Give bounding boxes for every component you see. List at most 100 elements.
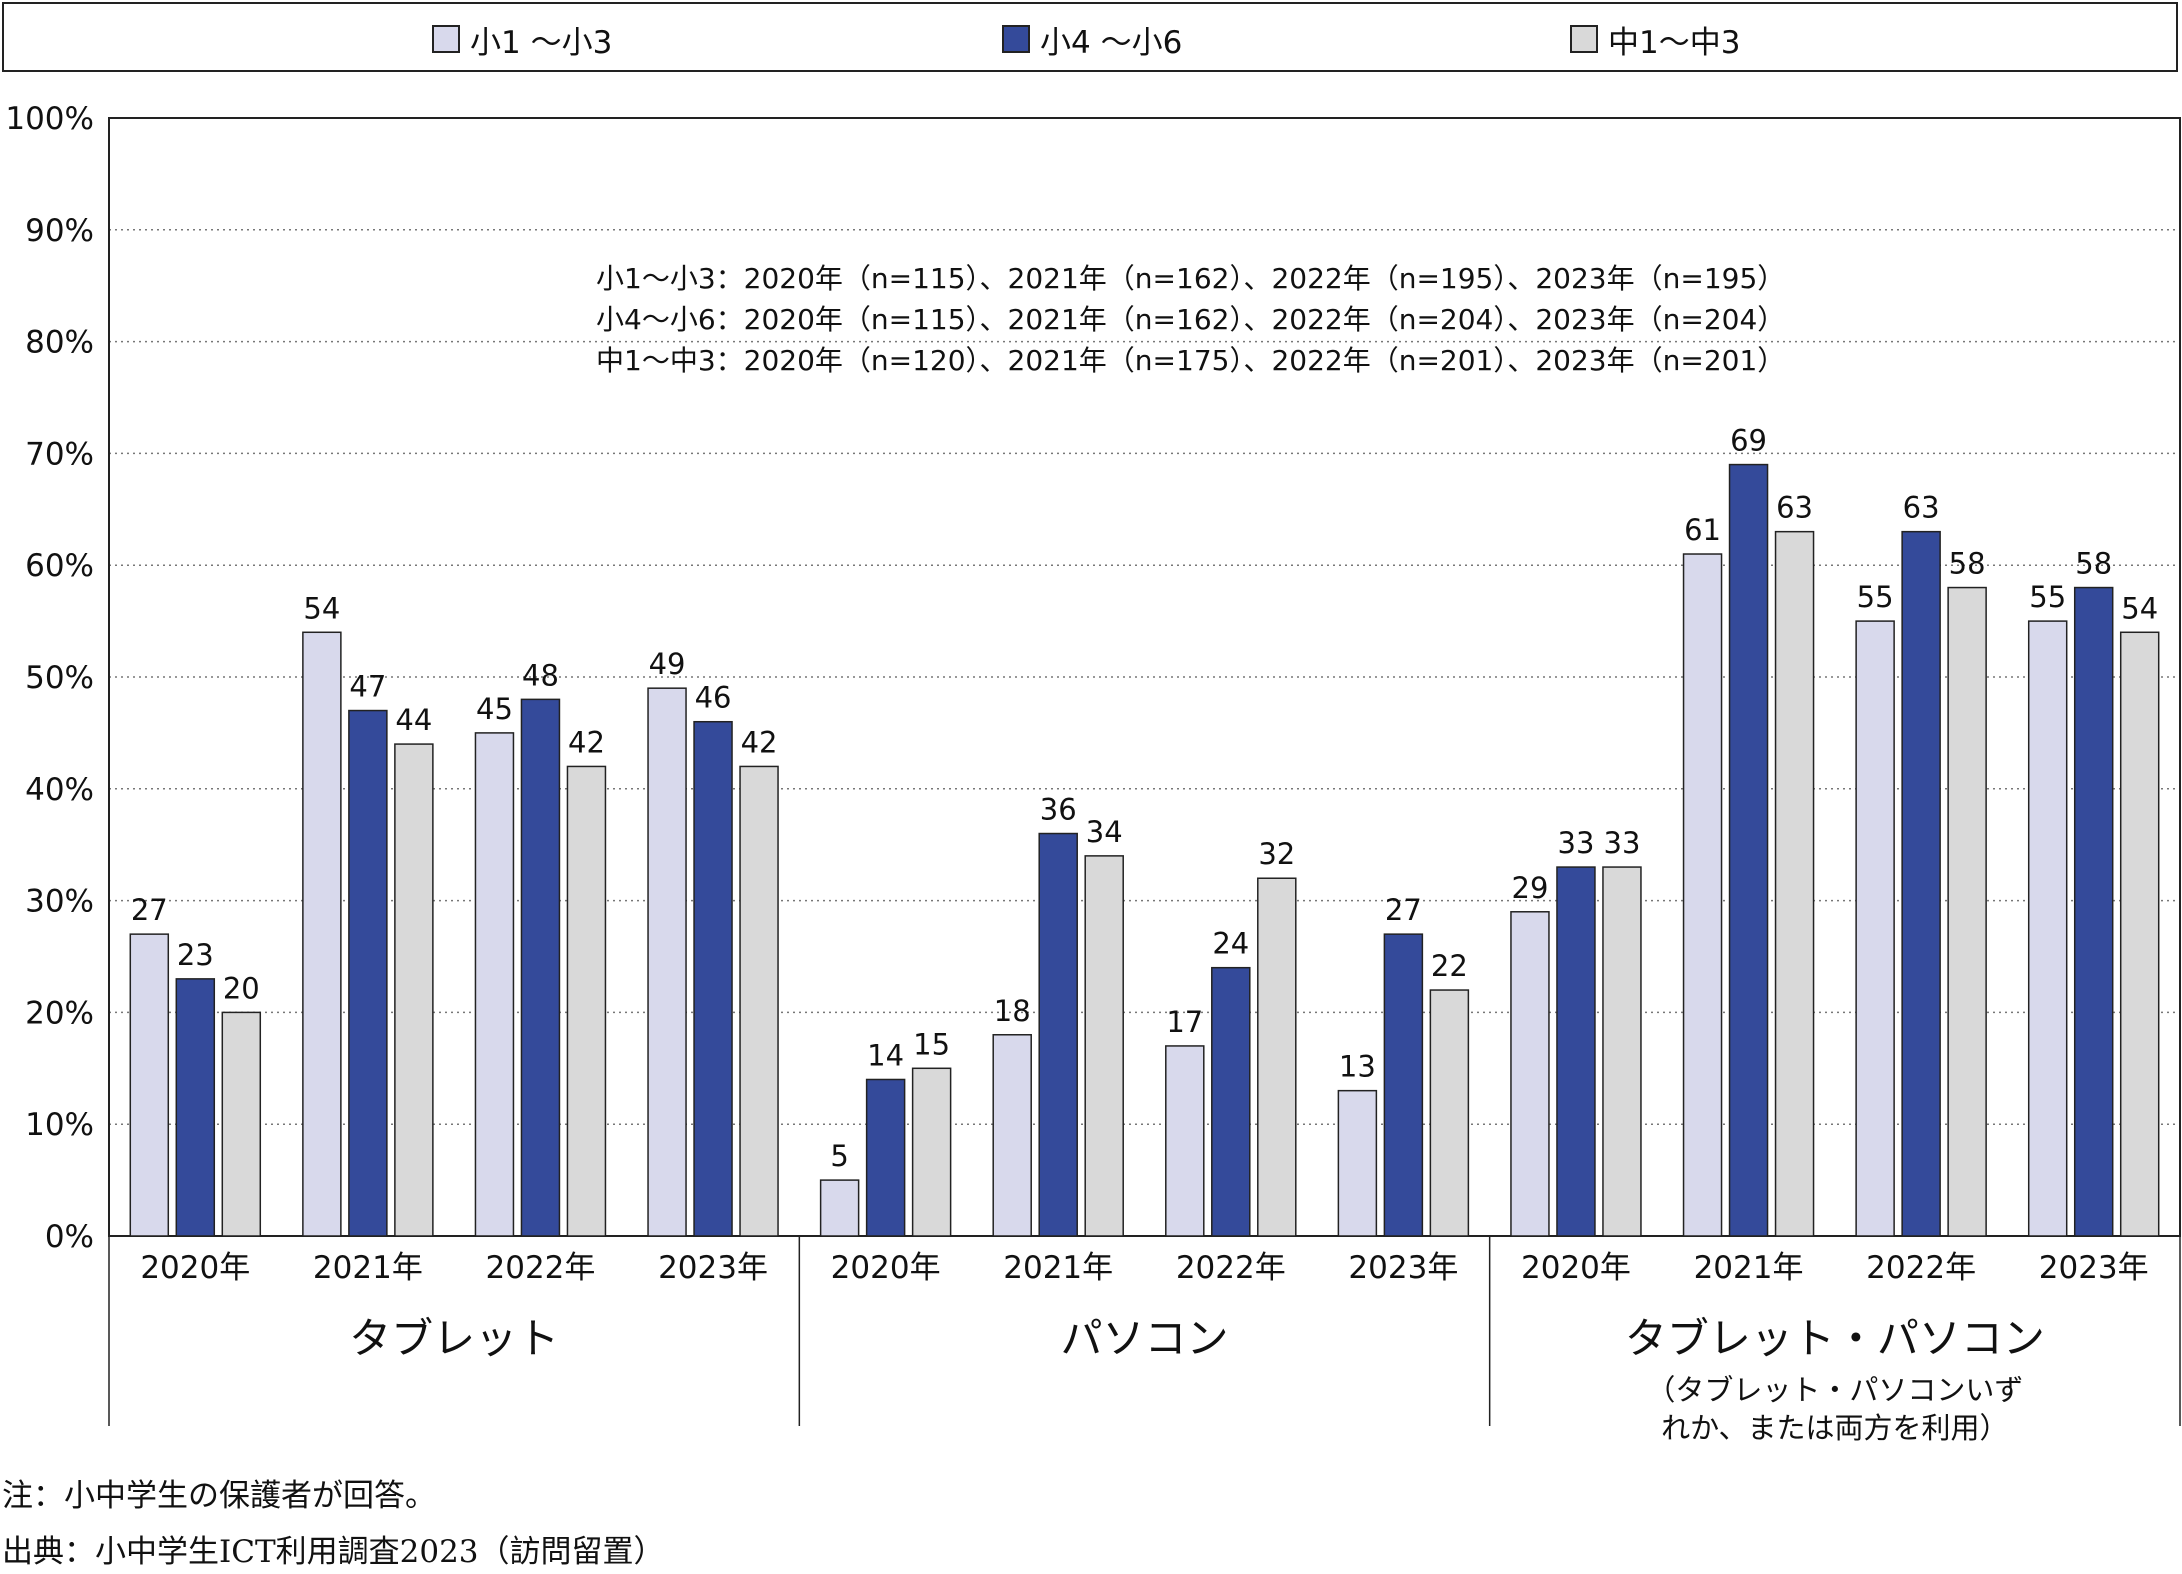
bar <box>2027 620 2068 1237</box>
bar <box>1901 530 1941 1237</box>
x-tick-label: 2023年 <box>1348 1250 1458 1286</box>
data-label: 54 <box>303 591 340 625</box>
bar <box>1165 1045 1205 1237</box>
data-label: 33 <box>1604 826 1641 860</box>
bar <box>865 1078 906 1237</box>
bar <box>1211 966 1251 1237</box>
bar <box>647 687 687 1237</box>
data-label: 29 <box>1512 871 1549 905</box>
data-label: 32 <box>1258 837 1295 871</box>
bar <box>221 1011 262 1237</box>
group-label: パソコン <box>1060 1314 1228 1363</box>
bar <box>2073 586 2114 1237</box>
bar <box>1084 855 1124 1237</box>
data-label: 14 <box>867 1038 904 1072</box>
x-tick-label: 2020年 <box>831 1250 941 1286</box>
y-tick-label: 100% <box>5 101 94 137</box>
data-label: 58 <box>2075 547 2112 581</box>
bar <box>1947 586 1987 1237</box>
x-tick-label: 2021年 <box>313 1250 423 1286</box>
x-tick-label: 2022年 <box>486 1250 596 1286</box>
data-label: 49 <box>649 647 686 681</box>
data-label: 55 <box>2029 580 2066 614</box>
data-label: 5 <box>830 1139 848 1173</box>
bar <box>129 933 170 1237</box>
bar <box>1383 933 1424 1237</box>
bar <box>566 765 607 1237</box>
group-label: タブレット・パソコン <box>1625 1314 2045 1363</box>
data-label: 46 <box>695 681 732 715</box>
bar <box>2119 631 2160 1237</box>
data-label: 20 <box>223 971 260 1005</box>
legend-item-grade1-3: 小1 ～小3 <box>432 22 612 61</box>
x-tick-label: 2021年 <box>1694 1250 1804 1286</box>
bar <box>819 1179 860 1237</box>
bar <box>1429 989 1470 1237</box>
data-label: 45 <box>476 692 513 726</box>
data-label: 15 <box>913 1027 950 1061</box>
sample-size-annotation: 中1～中3：2020年（n=120）、2021年（n=175）、2022年（n=… <box>596 344 1785 377</box>
y-tick-label: 90% <box>25 213 94 249</box>
legend-label-grade1-3: 小1 ～小3 <box>470 24 613 61</box>
legend-item-junior-high: 中1～中3 <box>1570 22 1740 61</box>
bar <box>1510 911 1550 1237</box>
plot-area <box>108 117 2181 1237</box>
bar <box>693 720 733 1237</box>
bar <box>739 765 779 1237</box>
group-label: タブレット <box>349 1314 559 1363</box>
data-label: 48 <box>522 658 559 692</box>
data-label: 27 <box>131 893 168 927</box>
y-tick-label: 60% <box>25 548 94 584</box>
bar <box>1774 530 1815 1237</box>
y-tick-label: 80% <box>25 325 94 361</box>
y-tick-label: 30% <box>25 884 94 920</box>
y-tick-label: 50% <box>25 660 94 696</box>
x-tick-label: 2020年 <box>140 1250 250 1286</box>
data-label: 54 <box>2121 591 2158 625</box>
bar <box>992 1034 1032 1237</box>
legend-label-grade4-6: 小4 ～小6 <box>1040 24 1183 61</box>
y-tick-label: 0% <box>45 1219 94 1255</box>
footnote: 注：小中学生の保護者が回答。 <box>2 1478 436 1514</box>
legend-swatch-grade4-6 <box>1002 25 1030 53</box>
x-tick-label: 2022年 <box>1866 1250 1976 1286</box>
data-label: 13 <box>1339 1050 1376 1084</box>
source-note: 出典：小中学生ICT利用調査2023（訪問留置） <box>2 1534 665 1570</box>
bar <box>1038 832 1078 1237</box>
bar <box>520 698 561 1237</box>
bar <box>1682 553 1723 1237</box>
data-label: 42 <box>568 725 605 759</box>
data-label: 42 <box>741 725 778 759</box>
sample-size-annotation: 小1～小3：2020年（n=115）、2021年（n=162）、2022年（n=… <box>596 262 1785 295</box>
bar <box>175 978 216 1237</box>
bar <box>911 1067 952 1237</box>
bar <box>348 709 388 1237</box>
bar <box>1602 866 1642 1237</box>
data-label: 47 <box>349 670 386 704</box>
legend-label-junior-high: 中1～中3 <box>1608 24 1741 61</box>
data-label: 58 <box>1949 547 1986 581</box>
data-label: 63 <box>1776 491 1813 525</box>
bar <box>394 743 434 1237</box>
data-label: 61 <box>1684 513 1721 547</box>
y-tick-label: 40% <box>25 772 94 808</box>
bar <box>1556 866 1596 1237</box>
legend-item-grade4-6: 小4 ～小6 <box>1002 22 1182 61</box>
data-label: 23 <box>177 938 214 972</box>
group-subtitle: れか、または両方を利用） <box>1661 1411 2008 1445</box>
data-label: 18 <box>994 994 1031 1028</box>
y-tick-label: 20% <box>25 995 94 1031</box>
bar <box>1257 877 1297 1237</box>
sample-size-annotation: 小4～小6：2020年（n=115）、2021年（n=162）、2022年（n=… <box>596 303 1785 336</box>
bar <box>1855 620 1895 1237</box>
data-label: 27 <box>1385 893 1422 927</box>
x-tick-label: 2023年 <box>658 1250 768 1286</box>
data-label: 69 <box>1730 424 1767 458</box>
data-label: 34 <box>1086 815 1123 849</box>
bar <box>302 631 342 1237</box>
x-tick-label: 2023年 <box>2039 1250 2149 1286</box>
y-tick-label: 10% <box>25 1107 94 1143</box>
data-label: 55 <box>1857 580 1894 614</box>
data-label: 63 <box>1903 491 1940 525</box>
